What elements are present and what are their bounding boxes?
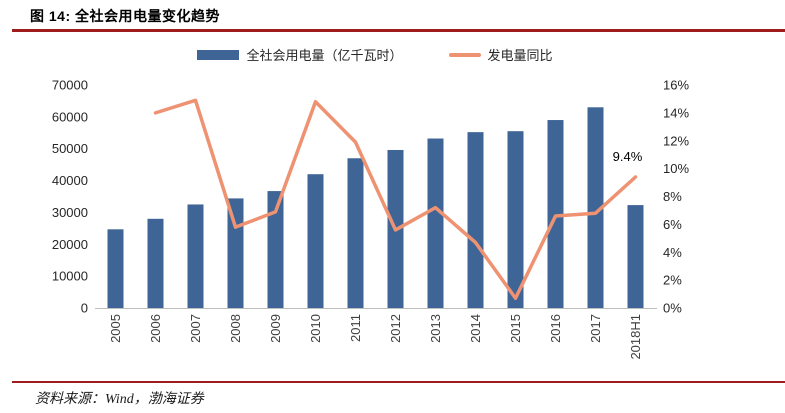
line-series-swatch: [448, 52, 481, 57]
title-rule: [12, 29, 785, 32]
y-axis-left-tick: 10000: [52, 269, 88, 284]
footer-rule: [12, 381, 785, 383]
y-axis-right-tick: 16%: [663, 78, 689, 93]
x-axis-label-2018H1: 2018H1: [628, 314, 643, 360]
y-axis-left-tick: 60000: [52, 109, 88, 124]
bar-series-swatch: [197, 49, 240, 60]
legend-label-generation-yoy: 发电量同比: [487, 48, 553, 63]
y-axis-left-tick: 70000: [52, 78, 88, 93]
x-axis-label-2012: 2012: [388, 314, 403, 343]
x-axis-label-2015: 2015: [508, 314, 523, 343]
y-axis-left-tick: 30000: [52, 205, 88, 220]
bar-2010: [307, 174, 324, 308]
x-axis-label-2006: 2006: [148, 314, 163, 343]
bar-2017: [587, 107, 604, 308]
x-axis-label-2008: 2008: [228, 314, 243, 343]
y-axis-right-tick: 4%: [663, 245, 682, 260]
x-axis-label-2013: 2013: [428, 314, 443, 343]
x-axis-label-2014: 2014: [468, 314, 483, 343]
bar-2016: [547, 120, 564, 308]
bar-2015: [507, 131, 524, 308]
x-axis-label-2005: 2005: [108, 314, 123, 343]
y-axis-left-tick: 40000: [52, 173, 88, 188]
bar-2009: [267, 191, 284, 308]
y-axis-right-tick: 2%: [663, 273, 682, 288]
chart-svg: 0 10000 20000 30000 40000 50000 60000 70000 0% 2%…: [52, 78, 690, 360]
chart-legend: 全社会用电量（亿千瓦时） 发电量同比: [20, 45, 730, 64]
y-axis-right-tick: 10%: [663, 161, 689, 176]
x-axis-label-2017: 2017: [588, 314, 603, 343]
chart-area: 0 10000 20000 30000 40000 50000 60000 70000 0% 2%…: [0, 60, 785, 383]
bar-2006: [147, 218, 164, 308]
bar-2018H1: [627, 205, 644, 308]
y-axis-left-tick: 0: [81, 301, 88, 316]
bar-2011: [347, 158, 364, 308]
bar-2005: [107, 229, 124, 308]
y-axis-left-tick: 20000: [52, 237, 88, 252]
source-note: 资料来源：Wind，渤海证券: [35, 392, 204, 407]
x-axis-label-2007: 2007: [188, 314, 203, 343]
y-axis-right-tick: 0%: [663, 301, 682, 316]
x-axis-label-2011: 2011: [348, 314, 363, 342]
y-axis-right-tick: 8%: [663, 189, 682, 204]
y-axis-left-tick: 50000: [52, 141, 88, 156]
y-axis-right-tick: 14%: [663, 105, 689, 120]
y-axis-right-tick: 12%: [663, 133, 689, 148]
bar-2014: [467, 132, 484, 308]
legend-item-generation-yoy: 发电量同比: [448, 45, 553, 64]
x-axis-label-2016: 2016: [548, 314, 563, 343]
data-label: 9.4%: [613, 149, 643, 164]
x-axis-label-2009: 2009: [268, 314, 283, 343]
figure-title: 图 14: 全社会用电量变化趋势: [30, 8, 221, 24]
legend-item-consumption: 全社会用电量（亿千瓦时）: [197, 45, 403, 64]
trend-line: [153, 98, 638, 300]
x-axis-label-2010: 2010: [308, 314, 323, 343]
bar-2007: [187, 204, 204, 308]
y-axis-right-tick: 6%: [663, 217, 682, 232]
legend-label-consumption: 全社会用电量（亿千瓦时）: [246, 48, 403, 63]
bar-2013: [427, 138, 444, 308]
